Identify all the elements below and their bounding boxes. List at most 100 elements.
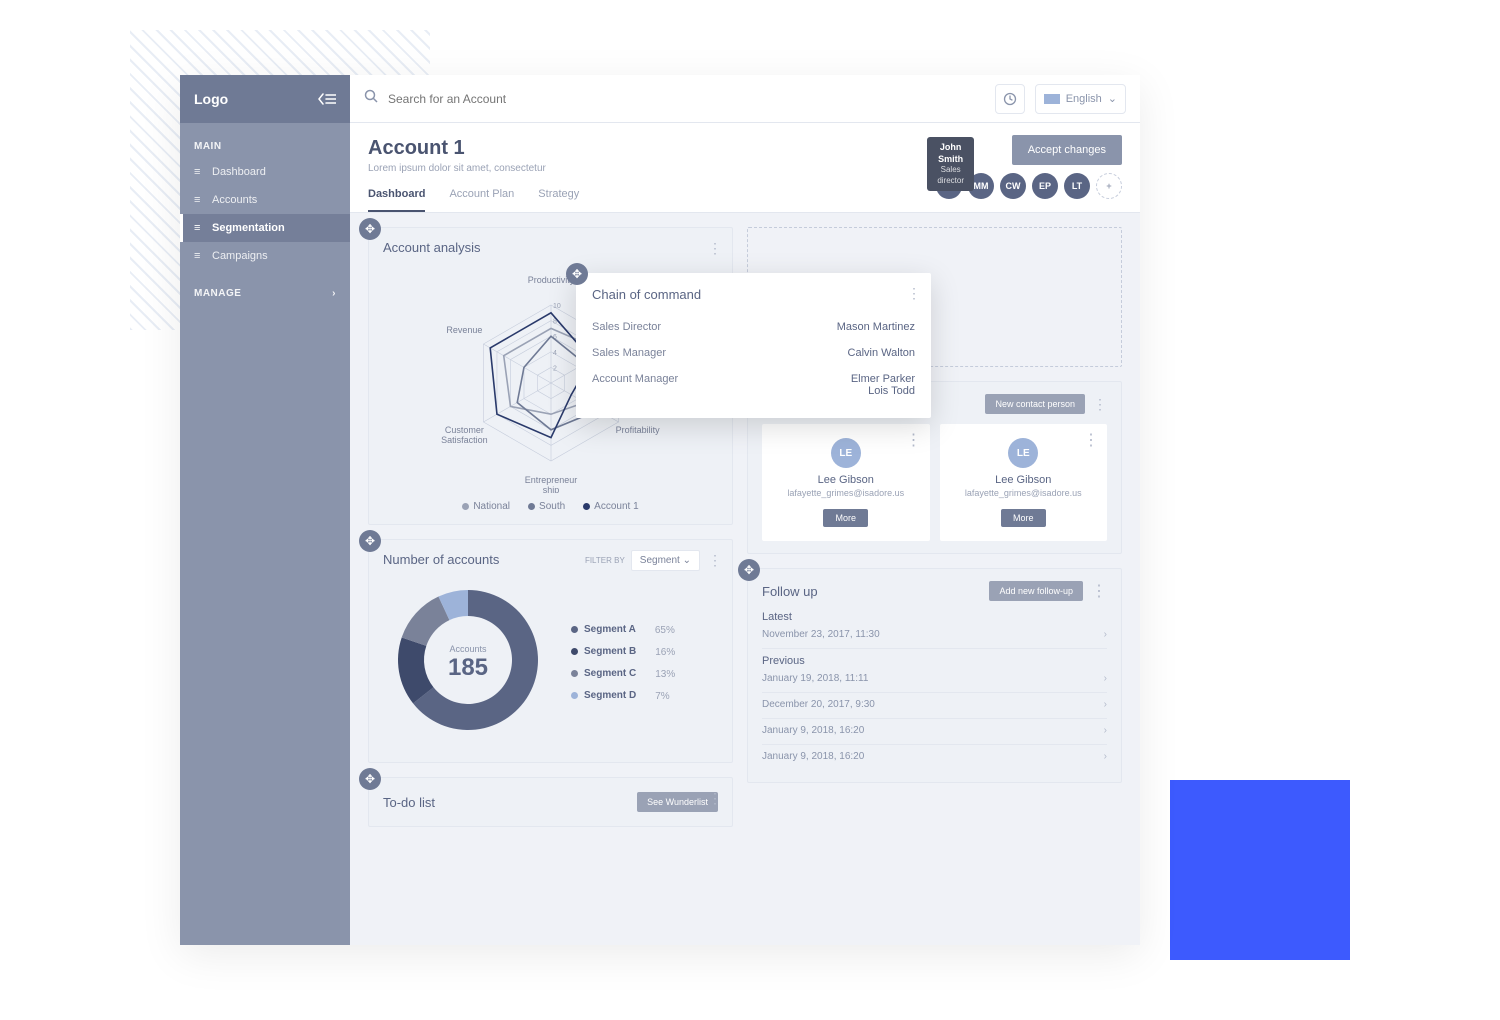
- collapse-sidebar-icon[interactable]: [318, 89, 336, 110]
- decorative-square: [1170, 780, 1350, 960]
- segment-pct: 7%: [655, 691, 669, 702]
- sidebar-item-label: Campaigns: [212, 250, 268, 262]
- panel-menu-icon[interactable]: ⋮: [708, 240, 722, 257]
- sidebar-item-label: Accounts: [212, 194, 257, 206]
- svg-text:CustomerSatisfaction: CustomerSatisfaction: [441, 425, 488, 445]
- tab-dashboard[interactable]: Dashboard: [368, 188, 425, 212]
- svg-text:Profitability: Profitability: [615, 425, 660, 435]
- contact-card: ⋮ LE Lee Gibson lafayette_grimes@isadore…: [940, 424, 1108, 541]
- language-selector[interactable]: English ⌄: [1035, 84, 1126, 114]
- drag-handle-icon[interactable]: ✥: [566, 263, 588, 285]
- clock-icon: [1003, 92, 1017, 106]
- flag-icon: [1044, 94, 1060, 104]
- sidebar-item-accounts[interactable]: ≡ Accounts: [180, 186, 350, 214]
- search-input[interactable]: [388, 92, 985, 106]
- contact-more-button[interactable]: More: [823, 509, 868, 527]
- segment-item[interactable]: Segment B16%: [571, 646, 675, 658]
- follow-up-date: December 20, 2017, 9:30: [762, 699, 875, 710]
- nav-section-main: MAIN: [180, 123, 350, 158]
- segment-label: Segment D: [584, 690, 636, 701]
- panel-title: Chain of command: [592, 287, 915, 302]
- add-follow-up-button[interactable]: Add new follow-up: [989, 581, 1083, 601]
- follow-up-item[interactable]: January 9, 2018, 16:20›: [762, 719, 1107, 745]
- coc-row: Sales DirectorMason Martinez: [592, 314, 915, 340]
- panel-menu-icon[interactable]: ⋮: [708, 552, 722, 569]
- sidebar-item-segmentation[interactable]: ≡Segmentation: [180, 214, 350, 242]
- svg-text:2: 2: [553, 365, 557, 372]
- drag-handle-icon[interactable]: ✥: [359, 530, 381, 552]
- segment-dot-icon: [571, 648, 578, 655]
- follow-up-date: January 19, 2018, 11:11: [762, 673, 868, 684]
- sidebar-item-label: Dashboard: [212, 166, 266, 178]
- collaborator-avatars: John Smith Sales director JS MM CW EP LT…: [936, 173, 1122, 199]
- new-contact-button[interactable]: New contact person: [985, 394, 1085, 414]
- add-collaborator-button[interactable]: +: [1096, 173, 1122, 199]
- panel-menu-icon[interactable]: ⋮: [1093, 396, 1107, 413]
- contact-avatar: LE: [831, 438, 861, 468]
- accept-changes-button[interactable]: Accept changes: [1012, 135, 1122, 165]
- svg-text:Entrepreneurship: Entrepreneurship: [524, 475, 577, 493]
- panel-menu-icon[interactable]: ⋮: [1091, 581, 1107, 601]
- sidebar-item-campaigns[interactable]: ≡Campaigns: [180, 242, 350, 270]
- page-header: Account 1 Lorem ipsum dolor sit amet, co…: [350, 123, 1140, 213]
- tab-strategy[interactable]: Strategy: [538, 188, 579, 212]
- topbar: English ⌄: [350, 75, 1140, 123]
- follow-up-item[interactable]: January 19, 2018, 11:11 ›: [762, 667, 1107, 693]
- avatar[interactable]: LT: [1064, 173, 1090, 199]
- svg-text:Revenue: Revenue: [446, 325, 482, 335]
- drag-handle-icon[interactable]: ✥: [359, 218, 381, 240]
- chevron-down-icon: ⌄: [1108, 92, 1117, 105]
- panel-menu-icon[interactable]: ⋮: [907, 285, 921, 302]
- avatar[interactable]: EP: [1032, 173, 1058, 199]
- number-of-accounts-panel: ✥ ⋮ Number of accounts FILTER BY Segment…: [368, 539, 733, 763]
- follow-up-item[interactable]: November 23, 2017, 11:30›: [762, 623, 1107, 649]
- follow-up-item[interactable]: December 20, 2017, 9:30 ›: [762, 693, 1107, 719]
- contact-card: ⋮ LE Lee Gibson lafayette_grimes@isadore…: [762, 424, 930, 541]
- radar-legend: National South Account 1: [462, 501, 638, 512]
- drag-handle-icon[interactable]: ✥: [359, 768, 381, 790]
- contact-more-button[interactable]: More: [1001, 509, 1046, 527]
- card-menu-icon[interactable]: ⋮: [906, 430, 922, 450]
- panel-menu-icon[interactable]: ⋮: [708, 790, 722, 807]
- avatar[interactable]: CW: [1000, 173, 1026, 199]
- followup-previous-list: January 19, 2018, 11:11›December 20, 201…: [762, 667, 1107, 770]
- panel-title: Account analysis: [383, 240, 718, 255]
- legend-item: National: [462, 501, 510, 512]
- panel-title: To-do list: [383, 795, 435, 810]
- chevron-right-icon: ›: [1104, 699, 1107, 710]
- tooltip-role: Sales director: [937, 165, 964, 186]
- contact-name: Lee Gibson: [950, 474, 1098, 486]
- follow-up-date: January 9, 2018, 16:20: [762, 751, 864, 762]
- segment-pct: 65%: [655, 625, 675, 636]
- logo: Logo: [194, 91, 228, 107]
- follow-up-panel: ✥ Follow up Add new follow-up ⋮ Latest N…: [747, 568, 1122, 783]
- see-wunderlist-button[interactable]: See Wunderlist: [637, 792, 718, 812]
- list-icon: ≡: [194, 222, 204, 234]
- segment-select[interactable]: Segment ⌄: [631, 550, 700, 571]
- segment-item[interactable]: Segment D 7%: [571, 690, 675, 702]
- segment-item[interactable]: Segment A 65%: [571, 624, 675, 636]
- drag-handle-icon[interactable]: ✥: [738, 559, 760, 581]
- chain-of-command-card: ✥ ⋮ Chain of command Sales DirectorMason…: [576, 273, 931, 418]
- contact-name: Lee Gibson: [772, 474, 920, 486]
- follow-up-item[interactable]: January 9, 2018, 16:20›: [762, 745, 1107, 770]
- card-menu-icon[interactable]: ⋮: [1083, 430, 1099, 450]
- search-icon: [364, 89, 378, 108]
- avatar-tooltip: John Smith Sales director: [927, 137, 974, 191]
- history-button[interactable]: [995, 84, 1025, 114]
- segment-pct: 13%: [655, 669, 675, 680]
- sidebar-item-dashboard[interactable]: ≡Dashboard: [180, 158, 350, 186]
- segment-label: Segment A: [584, 624, 636, 635]
- filter-label: FILTER BY: [585, 556, 625, 565]
- segment-list: Segment A 65% Segment B16% Segment C13% Segm…: [571, 624, 675, 702]
- tab-account-plan[interactable]: Account Plan: [449, 188, 514, 212]
- tooltip-name: John Smith: [937, 142, 964, 165]
- coc-row: Sales ManagerCalvin Walton: [592, 340, 915, 366]
- follow-up-date: January 9, 2018, 16:20: [762, 725, 864, 736]
- followup-previous-title: Previous: [762, 655, 1107, 667]
- list-icon: ≡: [194, 194, 204, 206]
- nav-section-manage[interactable]: MANAGE ›: [180, 270, 350, 305]
- contact-cards: ⋮ LE Lee Gibson lafayette_grimes@isadore…: [762, 424, 1107, 541]
- segment-item[interactable]: Segment C13%: [571, 668, 675, 680]
- chevron-right-icon: ›: [1104, 673, 1107, 684]
